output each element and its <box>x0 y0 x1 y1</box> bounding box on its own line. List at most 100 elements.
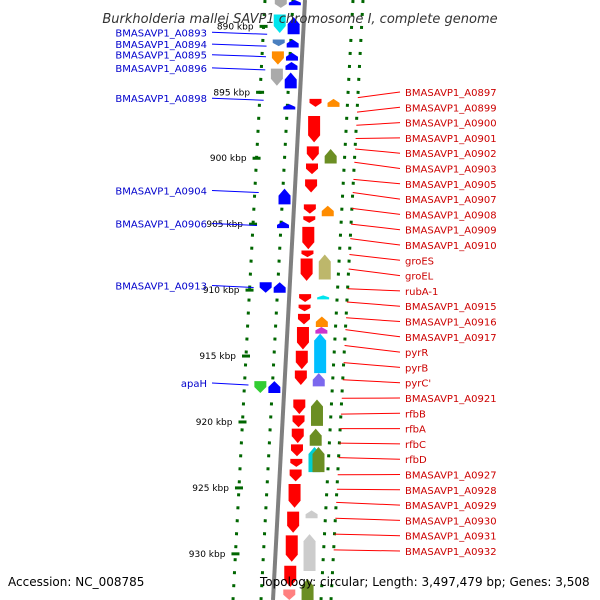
gene-label-right[interactable]: rubA-1 <box>405 287 438 298</box>
gene-labels[interactable]: BMASAVP1_A0893BMASAVP1_A0894BMASAVP1_A08… <box>115 28 496 558</box>
gene-label-right[interactable]: BMASAVP1_A0931 <box>405 532 497 543</box>
gene-label-right[interactable]: groEL <box>405 272 434 283</box>
scale-ticks: 890 kbp 895 kbp 900 kbp 905 kbp 910 kbp 915 k… <box>189 22 268 560</box>
leader-line <box>355 148 401 154</box>
gene-label-right[interactable]: BMASAVP1_A0932 <box>405 547 497 558</box>
gene-label-left[interactable]: BMASAVP1_A0894 <box>115 40 207 51</box>
dotted-guides <box>231 0 365 600</box>
gene-label-right[interactable]: BMASAVP1_A0916 <box>405 318 497 329</box>
leader-line <box>349 254 401 261</box>
gene-label-right[interactable]: BMASAVP1_A0928 <box>405 486 497 497</box>
gene-arrow <box>327 98 340 107</box>
gene-arrow <box>292 415 305 428</box>
gene-label-left[interactable]: BMASAVP1_A0895 <box>115 51 207 62</box>
gene-arrow <box>315 316 328 328</box>
tick-label: 915 kbp <box>199 352 236 362</box>
gene-label-right[interactable]: BMASAVP1_A0903 <box>405 165 497 176</box>
gene-label-right[interactable]: groES <box>405 256 434 267</box>
gene-label-left[interactable]: BMASAVP1_A0896 <box>115 64 207 75</box>
gene-arrow <box>290 458 303 467</box>
gene-label-right[interactable]: BMASAVP1_A0897 <box>405 88 497 99</box>
gene-arrow <box>285 61 298 70</box>
gene-label-left[interactable]: BMASAVP1_A0913 <box>115 281 207 292</box>
gene-label-right[interactable]: rfbA <box>405 425 426 436</box>
gene-arrow <box>290 444 303 457</box>
gene-arrow <box>297 313 310 325</box>
gene-label-right[interactable]: BMASAVP1_A0921 <box>405 394 497 405</box>
leader-line <box>211 97 264 101</box>
gene-label-right[interactable]: BMASAVP1_A0899 <box>405 103 497 114</box>
gene-label-right[interactable]: BMASAVP1_A0930 <box>405 516 497 527</box>
gene-arrow <box>306 146 319 161</box>
gene-arrow <box>284 72 297 89</box>
gene-label-left[interactable]: BMASAVP1_A0898 <box>115 94 207 105</box>
tick-label: 905 kbp <box>206 220 243 230</box>
leader-line <box>355 137 401 139</box>
leader-line <box>357 91 401 99</box>
gene-label-right[interactable]: BMASAVP1_A0901 <box>405 134 497 145</box>
map-title: Burkholderia mallei SAVP1 chromosome I, … <box>102 12 497 27</box>
gene-arrow <box>288 483 301 508</box>
gene-label-right[interactable]: BMASAVP1_A0929 <box>405 501 497 512</box>
gene-arrow <box>283 589 296 600</box>
gene-features <box>254 0 340 600</box>
gene-arrow <box>317 295 330 300</box>
gene-label-right[interactable]: BMASAVP1_A0900 <box>405 119 497 130</box>
gene-label-left[interactable]: BMASAVP1_A0906 <box>115 219 207 230</box>
gene-label-right[interactable]: pyrR <box>405 348 428 359</box>
leader-line <box>345 329 401 338</box>
gene-arrow <box>273 14 286 33</box>
gene-label-left[interactable]: BMASAVP1_A0893 <box>115 28 207 39</box>
leader-line <box>335 517 401 521</box>
gene-label-right[interactable]: rfbB <box>405 409 426 420</box>
tick-label: 925 kbp <box>192 484 229 494</box>
leader-line <box>350 223 401 231</box>
gene-arrow <box>314 333 327 374</box>
gene-label-right[interactable]: BMASAVP1_A0915 <box>405 302 497 313</box>
gene-arrow <box>287 17 300 35</box>
gene-arrow <box>285 535 298 562</box>
gene-label-right[interactable]: BMASAVP1_A0905 <box>405 180 497 191</box>
leader-line <box>353 178 401 185</box>
gene-label-right[interactable]: pyrC' <box>405 379 431 390</box>
leader-line <box>348 268 401 277</box>
leader-line <box>346 317 401 322</box>
leader-line <box>342 379 401 384</box>
gene-label-right[interactable]: rfbD <box>405 455 427 466</box>
gene-arrow <box>305 179 318 193</box>
leader-line <box>351 207 401 215</box>
gene-label-right[interactable]: BMASAVP1_A0907 <box>405 195 497 206</box>
gene-label-right[interactable]: BMASAVP1_A0908 <box>405 210 497 221</box>
gene-label-left[interactable]: apaH <box>181 379 207 390</box>
dotted-guide-3 <box>329 0 365 600</box>
gene-arrow <box>278 188 291 205</box>
gene-label-left[interactable]: BMASAVP1_A0904 <box>115 187 207 198</box>
gene-arrow <box>308 116 321 143</box>
leader-line <box>356 106 401 113</box>
leader-line <box>336 488 401 491</box>
leader-line <box>333 549 401 552</box>
gene-label-right[interactable]: BMASAVP1_A0910 <box>405 241 497 252</box>
gene-label-right[interactable]: pyrB <box>405 363 428 374</box>
gene-label-right[interactable]: BMASAVP1_A0902 <box>405 149 497 160</box>
gene-label-right[interactable]: BMASAVP1_A0917 <box>405 333 497 344</box>
gene-arrow <box>303 216 316 223</box>
leader-line <box>347 288 401 292</box>
leader-line <box>211 382 249 386</box>
gene-label-right[interactable]: BMASAVP1_A0909 <box>405 226 497 237</box>
gene-arrow <box>303 534 316 571</box>
gene-arrow <box>294 370 307 386</box>
gene-label-right[interactable]: BMASAVP1_A0927 <box>405 471 497 482</box>
leader-line <box>336 501 401 506</box>
leader-line <box>354 161 401 169</box>
gene-arrow <box>309 98 322 107</box>
gene-arrow <box>301 250 314 258</box>
gene-arrow <box>259 282 272 293</box>
gene-arrow <box>285 52 298 61</box>
leader-line <box>211 43 267 47</box>
tick-label: 895 kbp <box>213 88 250 98</box>
gene-arrow <box>284 565 297 587</box>
gene-arrow <box>289 469 302 482</box>
leader-line <box>334 533 401 537</box>
gene-label-right[interactable]: rfbC <box>405 440 426 451</box>
